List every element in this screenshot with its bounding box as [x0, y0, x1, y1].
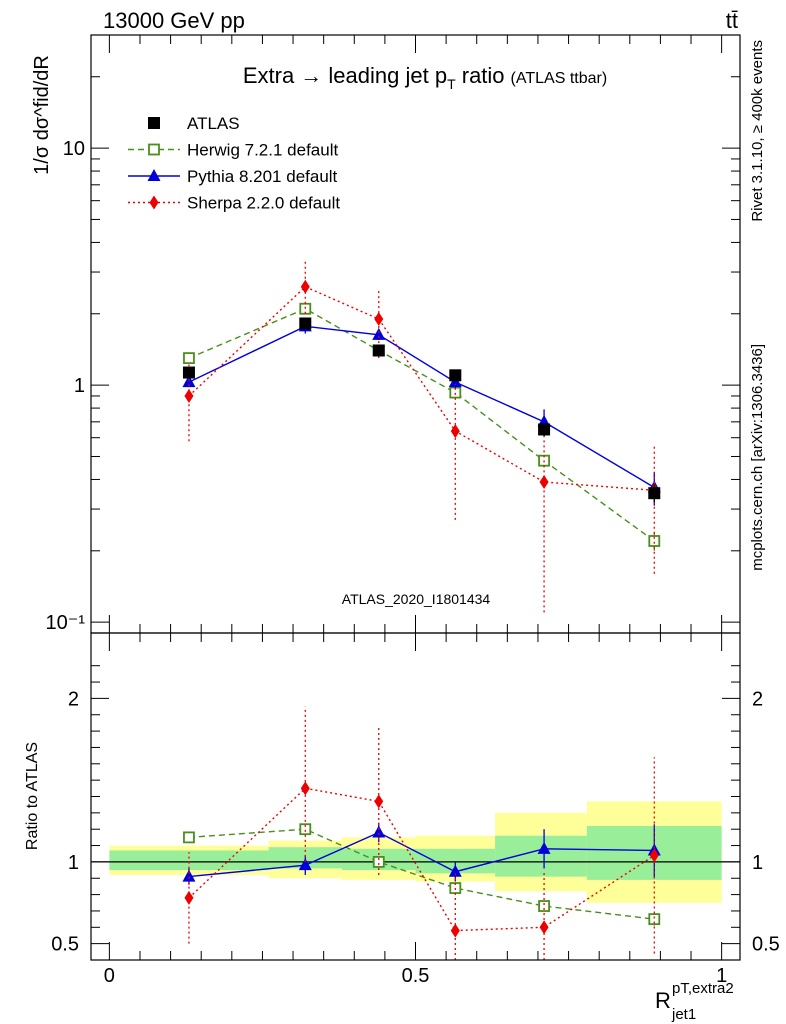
- y-axis-label-text: 1/σ dσ^fid/dR: [31, 55, 53, 175]
- herwig-7-2-1-default-ratio-point: [648, 913, 661, 926]
- x-tick-label: 0: [104, 965, 115, 987]
- ratio-axis-label: Ratio to ATLAS: [24, 742, 41, 850]
- legend-marker-herwig-7-2-1-default: [148, 143, 160, 156]
- chart-title-small: (ATLAS ttbar): [511, 70, 608, 87]
- y-axis-label: 1/σ dσ^fid/dR: [31, 55, 53, 175]
- herwig-7-2-1-default-ratio-point: [183, 831, 195, 844]
- atlas-main-point: [299, 317, 312, 330]
- legend-label-sherpa-2-2-0-default: Sherpa 2.2.0 default: [187, 194, 340, 213]
- sherpa-2-2-0-default-ratio-line: [188, 787, 655, 932]
- ratio-ticks: 2 2 1 1 0.5 0.5 0 0.5 1: [51, 633, 780, 987]
- analysis-id: ATLAS_2020_I1801434: [342, 591, 491, 607]
- sherpa-2-2-0-default-ratio-point: [300, 781, 310, 796]
- chart-title: Extra → leading jet pT ratio (ATLAS ttbar…: [243, 63, 607, 92]
- ratio-panel: 2 2 1 1 0.5 0.5 0 0.5 1: [51, 632, 780, 987]
- x-axis-label-sub: jet1: [671, 1006, 696, 1023]
- y-tick-label-ratio-right: 1: [752, 852, 763, 874]
- sherpa-2-2-0-default-ratio-point: [649, 848, 659, 863]
- y-tick-label-main: 10⁻¹: [46, 612, 86, 634]
- herwig-7-2-1-default-ratio-point: [372, 856, 385, 868]
- herwig-7-2-1-default-ratio-point: [538, 900, 550, 912]
- herwig-7-2-1-default-main-point: [183, 352, 195, 365]
- mcplots-label: mcplots.cern.ch [arXiv:1306.3436]: [749, 344, 766, 571]
- pythia-8-201-default-ratio-line: [188, 831, 655, 878]
- legend-marker-sherpa-2-2-0-default: [149, 195, 159, 210]
- sherpa-2-2-0-default-main-line: [188, 285, 655, 491]
- x-tick-label: 1: [716, 965, 727, 987]
- x-axis-label-sup: pT,extra2: [672, 980, 734, 997]
- herwig-7-2-1-default-main-point: [648, 535, 661, 547]
- herwig-7-2-1-default-ratio-point: [299, 823, 312, 836]
- sherpa-2-2-0-default-main-point: [374, 312, 384, 327]
- pythia-8-201-default-ratio-point: [448, 864, 462, 877]
- y-tick-label-main: 10: [63, 138, 85, 160]
- atlas-main-point: [372, 344, 385, 357]
- legend-label-atlas: ATLAS: [187, 114, 240, 133]
- y-tick-label-ratio: 0.5: [51, 934, 79, 956]
- sherpa-2-2-0-default-ratio-point: [539, 920, 549, 935]
- chart-title-tail: ratio: [456, 63, 505, 88]
- legend-label-pythia-8-201-default: Pythia 8.201 default: [187, 167, 338, 186]
- y-tick-label-main: 1: [74, 375, 85, 397]
- legend-marker-pythia-8-201-default: [147, 169, 161, 181]
- atlas-main-point: [648, 487, 661, 500]
- pythia-8-201-default-main-point: [372, 327, 386, 340]
- sherpa-2-2-0-default-main-point: [539, 475, 549, 490]
- pythia-8-201-default-ratio-point: [298, 858, 312, 871]
- uncertainty-band-inner: [495, 835, 587, 877]
- rivet-version-label: Rivet 3.1.10, ≥ 400k events: [749, 40, 766, 222]
- sherpa-2-2-0-default-ratio-point: [374, 794, 384, 809]
- sherpa-2-2-0-default-main-point: [184, 388, 194, 403]
- legend-label-herwig-7-2-1-default: Herwig 7.2.1 default: [187, 141, 338, 160]
- ratio-frame: [90, 632, 741, 961]
- legend: ATLAS Herwig 7.2.1 default Pythia 8.201 de…: [128, 114, 340, 213]
- uncertainty-band-inner: [109, 850, 269, 871]
- x-axis-label-main: R: [655, 988, 671, 1013]
- herwig-7-2-1-default-main-line: [188, 307, 655, 542]
- pythia-8-201-default-ratio-point: [182, 869, 196, 882]
- main-ticks: 10 1 10⁻¹: [46, 34, 740, 634]
- sherpa-2-2-0-default-main-point: [300, 279, 310, 294]
- pythia-8-201-default-ratio-point: [372, 825, 386, 838]
- header-process: 13000 GeV pp: [103, 8, 245, 33]
- chart-title-sub: T: [447, 76, 456, 92]
- main-curves: [182, 259, 661, 613]
- atlas-main-point: [182, 366, 195, 379]
- pythia-8-201-default-main-line: [188, 325, 655, 489]
- sherpa-2-2-0-default-main-point: [450, 424, 460, 439]
- y-tick-label-ratio: 2: [68, 688, 79, 710]
- chart-title-main: Extra → leading jet p: [243, 63, 447, 88]
- sherpa-2-2-0-default-ratio-point: [184, 890, 194, 905]
- y-tick-label-ratio-right: 0.5: [752, 934, 780, 956]
- pythia-8-201-default-ratio-point: [537, 841, 551, 854]
- header-final-state: tt̄: [726, 8, 738, 33]
- x-axis-label: R pT,extra2 jet1: [655, 980, 734, 1023]
- atlas-main-point: [449, 369, 462, 382]
- legend-marker-atlas: [148, 117, 160, 129]
- y-tick-label-ratio-right: 2: [752, 688, 763, 710]
- x-tick-label: 0.5: [402, 965, 430, 987]
- y-tick-label-ratio: 1: [68, 852, 79, 874]
- main-panel: 10 1 10⁻¹: [46, 34, 741, 634]
- sherpa-2-2-0-default-ratio-point: [450, 923, 460, 938]
- ratio-curves: [182, 706, 661, 960]
- atlas-main-point: [538, 423, 551, 436]
